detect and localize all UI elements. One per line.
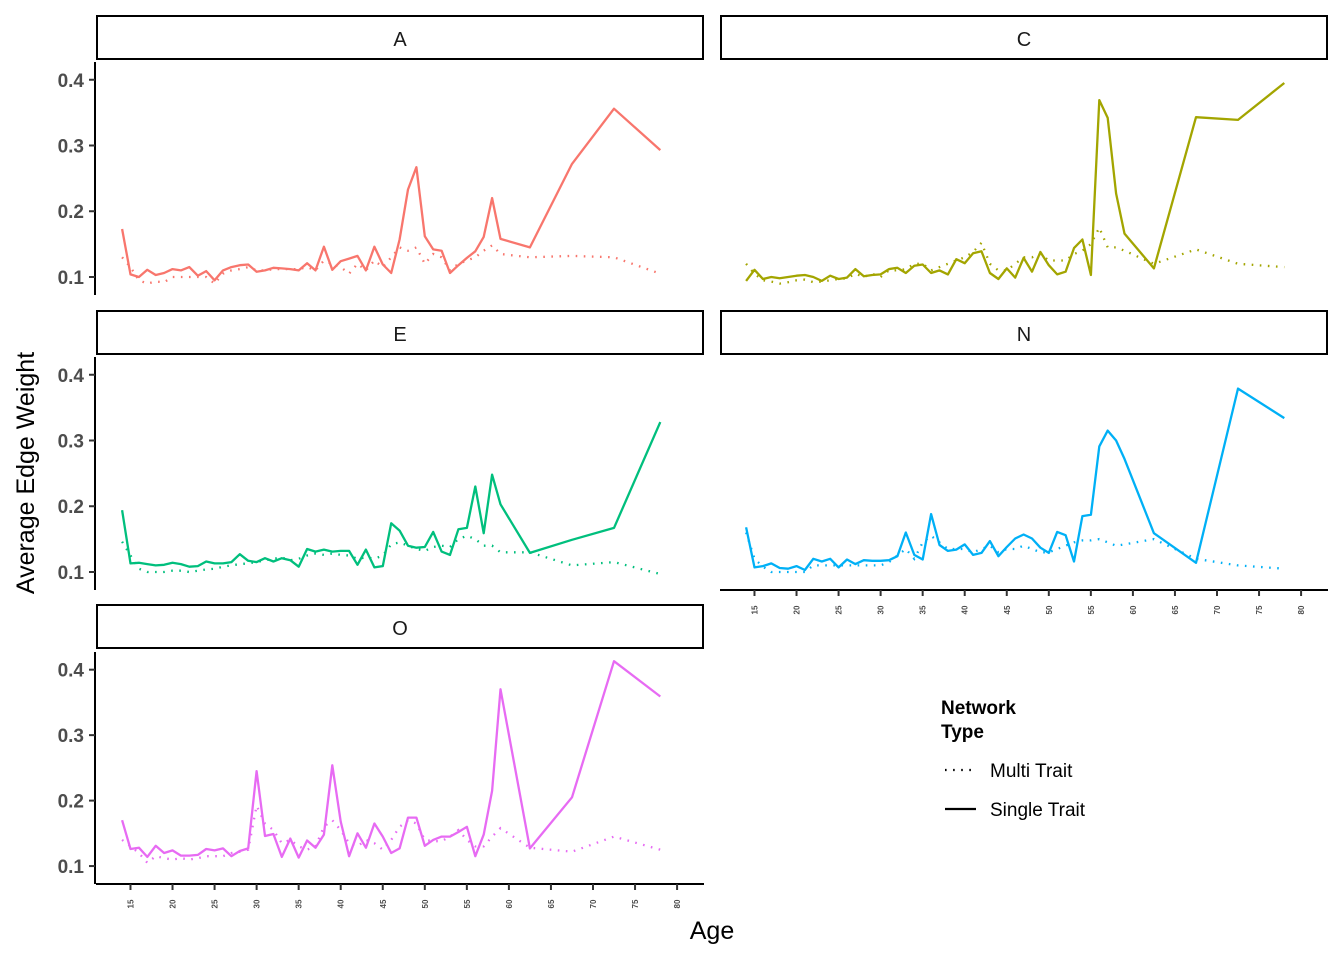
facet-panel-A: A 0.1 0.2 0.3 0.4 xyxy=(58,15,704,295)
strip-box xyxy=(720,15,1328,60)
strip-box xyxy=(96,310,704,355)
x-tick-label: 45 xyxy=(1003,605,1012,614)
facet-panel-C: C xyxy=(720,15,1328,285)
strip-label: E xyxy=(393,324,406,346)
x-tick-label: 75 xyxy=(631,899,640,908)
legend-title-line-2: Type xyxy=(941,722,984,743)
x-tick-label: 15 xyxy=(126,899,135,908)
x-tick-label: 75 xyxy=(1255,605,1264,614)
x-tick-label: 65 xyxy=(1171,605,1180,614)
x-tick-label: 60 xyxy=(1129,605,1138,614)
y-tick-label: 0.4 xyxy=(58,661,85,682)
x-tick-label: 70 xyxy=(1213,605,1222,614)
line-multi-trait-A xyxy=(121,243,661,286)
x-tick-label: 25 xyxy=(835,605,844,614)
line-single-trait-O xyxy=(120,660,661,859)
x-tick-label: 40 xyxy=(961,605,970,614)
legend: Network Type Multi Trait Single Trait xyxy=(941,698,1086,821)
x-axis-title: Age xyxy=(690,917,734,945)
line-multi-trait-E xyxy=(121,534,661,576)
strip-box xyxy=(720,310,1328,355)
y-tick-label: 0.2 xyxy=(58,202,84,223)
legend-title-line-1: Network xyxy=(941,698,1016,719)
line-single-trait-A xyxy=(120,107,662,282)
x-tick-label: 30 xyxy=(253,899,262,908)
x-tick-label: 60 xyxy=(505,899,514,908)
x-tick-label: 45 xyxy=(379,899,388,908)
strip-label: O xyxy=(392,618,408,640)
x-tick-label: 40 xyxy=(337,899,346,908)
x-tick-label: 25 xyxy=(211,899,220,908)
line-single-trait-N xyxy=(744,387,1285,572)
x-tick-label: 35 xyxy=(295,899,304,908)
x-tick-label: 55 xyxy=(1087,605,1096,614)
y-tick-label: 0.3 xyxy=(58,136,84,157)
strip-box xyxy=(96,15,704,60)
y-tick-label: 0.4 xyxy=(58,71,85,92)
strip-label: N xyxy=(1017,324,1031,346)
strip-label: C xyxy=(1017,29,1031,51)
x-tick-label: 65 xyxy=(547,899,556,908)
legend-label-single-trait: Single Trait xyxy=(990,800,1086,821)
y-tick-label: 0.3 xyxy=(58,431,84,452)
y-tick-label: 0.1 xyxy=(58,857,85,878)
x-tick-label: 20 xyxy=(169,899,178,908)
x-tick-label: 30 xyxy=(877,605,886,614)
y-tick-label: 0.1 xyxy=(58,563,85,584)
x-tick-label: 35 xyxy=(919,605,928,614)
legend-label-multi-trait: Multi Trait xyxy=(990,761,1073,782)
x-tick-label: 80 xyxy=(1297,605,1306,614)
line-single-trait-E xyxy=(120,421,662,569)
y-tick-label: 0.2 xyxy=(58,792,84,813)
facet-panel-E: E 0.1 0.2 0.3 0.4 xyxy=(58,310,704,590)
x-tick-label: 70 xyxy=(589,899,598,908)
facet-panel-O: O 0.1 0.2 0.3 0.4 15 20 25 30 35 40 45 50 55 60 65 70 75 8… xyxy=(58,604,704,908)
y-tick-label: 0.3 xyxy=(58,726,84,747)
x-tick-label: 80 xyxy=(673,899,682,908)
strip-label: A xyxy=(393,29,407,51)
x-tick-label: 50 xyxy=(1045,605,1054,614)
y-axis-title: Average Edge Weight xyxy=(12,352,40,594)
line-single-trait-C xyxy=(745,82,1286,283)
x-tick-label: 20 xyxy=(793,605,802,614)
facet-panels: A 0.1 0.2 0.3 0.4 C E 0.1 0.2 0.3 0.4 N 15 20 25 30 35 40… xyxy=(58,15,1328,908)
y-tick-label: 0.1 xyxy=(58,268,85,289)
facet-panel-N: N 15 20 25 30 35 40 45 50 55 60 65 70 75 80 xyxy=(720,310,1328,614)
y-tick-label: 0.2 xyxy=(58,497,84,518)
x-tick-label: 50 xyxy=(421,899,430,908)
x-tick-label: 15 xyxy=(750,605,759,614)
line-multi-trait-O xyxy=(121,802,661,865)
line-multi-trait-C xyxy=(745,224,1285,285)
y-tick-label: 0.4 xyxy=(58,366,85,387)
x-tick-label: 55 xyxy=(463,899,472,908)
strip-box xyxy=(96,604,704,649)
